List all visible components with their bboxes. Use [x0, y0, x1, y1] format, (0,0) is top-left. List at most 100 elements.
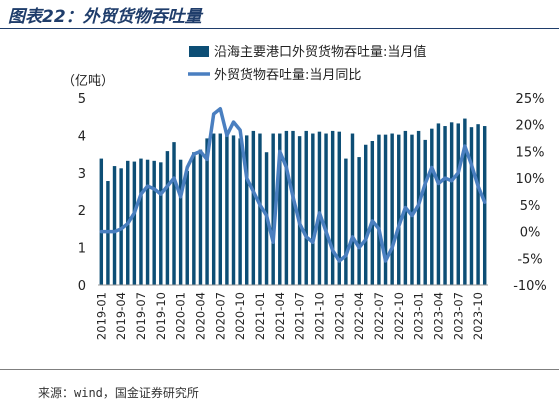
bar — [297, 136, 302, 285]
right-tick-label: -10% — [513, 279, 547, 294]
footer-rule — [0, 369, 559, 370]
bar — [311, 133, 315, 285]
bar — [172, 142, 176, 285]
x-tick-label: 2023-01 — [412, 292, 426, 340]
bar — [218, 133, 223, 285]
right-tick-label: 5% — [520, 199, 541, 214]
x-tick-label: 2020-04 — [193, 292, 207, 340]
bar — [370, 141, 375, 285]
bar — [99, 158, 104, 285]
bar — [271, 133, 275, 285]
bar — [278, 133, 282, 285]
left-tick-label: 3 — [78, 167, 86, 182]
right-tick-label: 15% — [516, 145, 545, 160]
bar — [436, 123, 441, 286]
bar — [337, 131, 341, 285]
bar — [482, 126, 487, 285]
bar — [377, 134, 381, 285]
bar — [397, 134, 401, 285]
x-axis: 2019-01 2019-04 2019-07 2019-10 2020-01 2020-… — [94, 292, 485, 340]
x-tick-label: 2021-01 — [253, 292, 267, 340]
bar — [330, 130, 335, 285]
chart-canvas: 沿海主要港口外贸货物吞吐量:当月值 外贸货物吞吐量:当月同比 （亿吨） 0 1 2 3… — [62, 44, 547, 340]
left-axis: 0 1 2 3 4 5 — [78, 92, 86, 294]
x-tick-label: 2021-04 — [273, 292, 287, 340]
line-series — [99, 106, 487, 263]
bar-series — [99, 118, 487, 286]
bar — [211, 133, 216, 285]
x-tick-label: 2019-04 — [114, 292, 128, 340]
right-tick-label: 20% — [516, 119, 545, 134]
bar — [469, 127, 474, 285]
x-tick-label: 2023-04 — [431, 292, 445, 340]
legend: 沿海主要港口外贸货物吞吐量:当月值 外贸货物吞吐量:当月同比 — [188, 44, 426, 83]
right-axis: -10% -5% 0% 5% 10% 15% 20% 25% — [513, 92, 547, 294]
left-axis-unit: （亿吨） — [62, 74, 114, 89]
title-rule — [0, 28, 559, 29]
left-tick-label: 0 — [78, 279, 86, 294]
x-tick-label: 2023-07 — [451, 292, 465, 340]
legend-swatch-bar — [189, 46, 209, 57]
bar — [198, 149, 203, 285]
bar — [476, 124, 480, 286]
bar — [317, 131, 322, 285]
bar — [423, 139, 427, 285]
bar — [231, 135, 236, 285]
bar — [185, 170, 189, 285]
right-tick-label: -5% — [517, 252, 542, 267]
x-tick-label: 2020-10 — [233, 292, 247, 340]
bar — [430, 128, 434, 285]
right-tick-label: 10% — [516, 172, 545, 187]
right-tick-label: 25% — [516, 92, 545, 107]
x-tick-label: 2019-10 — [154, 292, 168, 340]
bar — [178, 159, 183, 285]
bar — [363, 144, 368, 285]
bar — [284, 130, 289, 285]
legend-label-line: 外贸货物吞吐量:当月同比 — [214, 67, 361, 83]
left-tick-label: 5 — [78, 92, 86, 107]
x-tick-label: 2020-01 — [174, 292, 188, 340]
x-tick-label: 2021-10 — [312, 292, 326, 340]
bar — [152, 160, 156, 285]
bar — [159, 162, 163, 285]
bar — [245, 135, 249, 285]
bar — [225, 133, 229, 285]
bar — [132, 161, 137, 285]
bar — [344, 158, 348, 285]
x-tick-label: 2020-07 — [213, 292, 227, 340]
left-tick-label: 4 — [78, 129, 86, 144]
bar — [165, 151, 170, 285]
x-tick-label: 2023-10 — [471, 292, 485, 340]
x-tick-label: 2021-07 — [293, 292, 307, 340]
bar — [443, 126, 447, 285]
x-tick-label: 2022-07 — [372, 292, 386, 340]
bar — [324, 133, 328, 285]
bar — [449, 122, 454, 285]
bar — [410, 134, 414, 285]
chart-title: 图表22：外贸货物吞吐量 — [8, 7, 202, 27]
bar — [357, 157, 361, 285]
left-tick-label: 1 — [78, 242, 86, 257]
legend-label-bar: 沿海主要港口外贸货物吞吐量:当月值 — [214, 44, 426, 60]
source-note: 来源：wind，国金证券研究所 — [38, 386, 199, 400]
bar — [139, 158, 143, 285]
bar — [192, 152, 196, 285]
bar — [390, 133, 394, 285]
bar — [205, 138, 209, 285]
bar — [304, 130, 308, 285]
bar — [350, 133, 355, 285]
x-tick-label: 2022-01 — [332, 292, 346, 340]
bar — [463, 118, 467, 285]
x-tick-label: 2019-01 — [94, 292, 108, 340]
right-tick-label: 0% — [520, 226, 541, 241]
bar — [456, 123, 460, 286]
bar — [251, 130, 256, 285]
bar — [258, 133, 262, 285]
bar — [383, 134, 388, 285]
left-tick-label: 2 — [78, 204, 86, 219]
x-tick-label: 2022-10 — [392, 292, 406, 340]
x-tick-label: 2019-07 — [134, 292, 148, 340]
bar — [145, 159, 150, 285]
bar — [238, 138, 242, 285]
bar — [112, 166, 117, 285]
